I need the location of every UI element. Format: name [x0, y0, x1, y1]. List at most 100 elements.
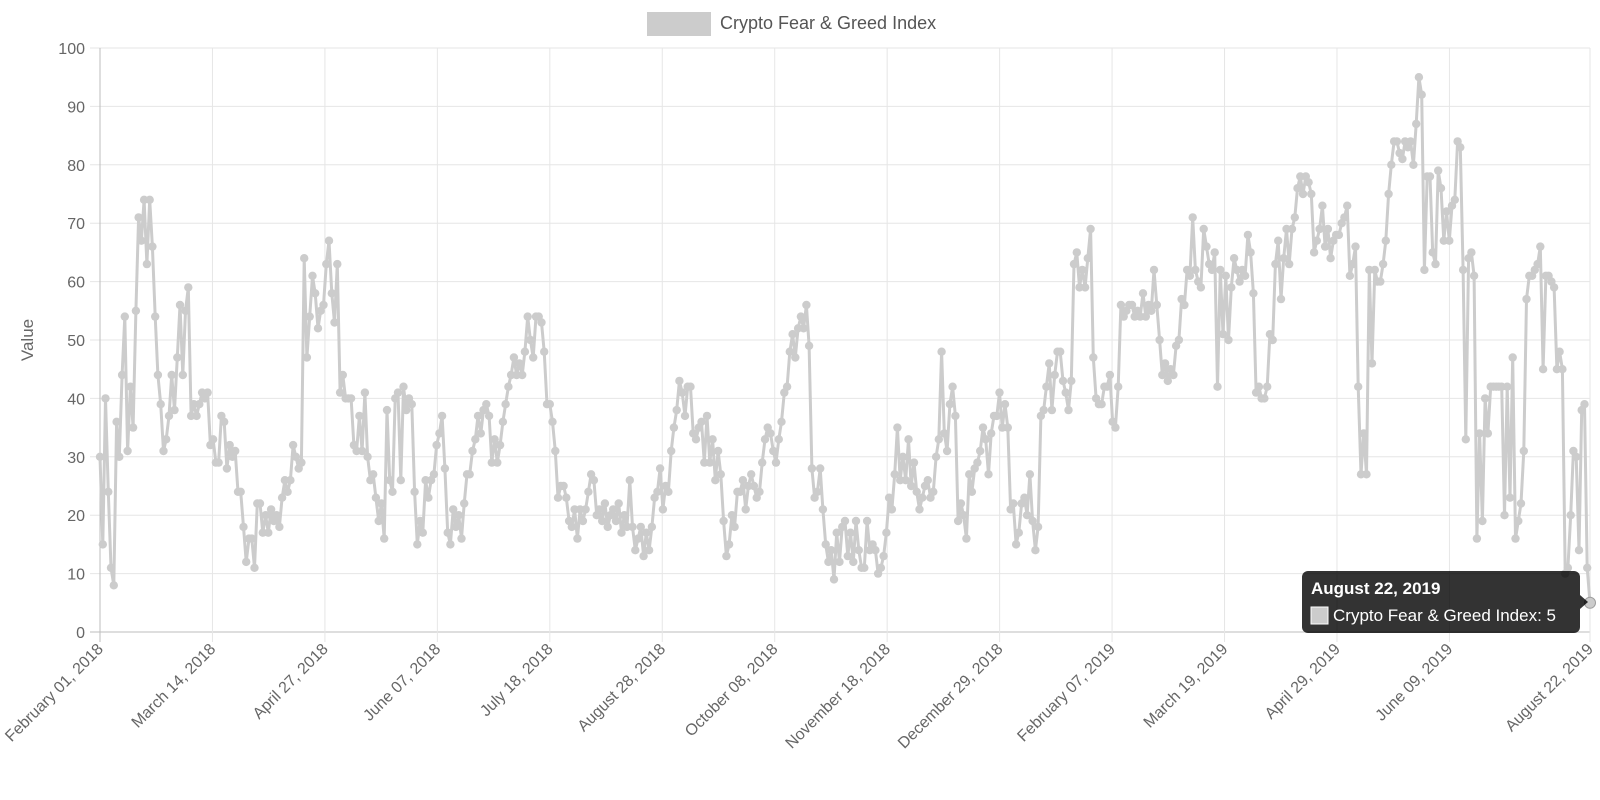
- data-point[interactable]: [537, 318, 546, 327]
- data-point[interactable]: [1089, 353, 1098, 362]
- data-point[interactable]: [658, 505, 668, 514]
- data-point[interactable]: [236, 487, 245, 496]
- data-point[interactable]: [515, 359, 524, 368]
- data-point[interactable]: [929, 487, 938, 496]
- data-point[interactable]: [777, 417, 786, 426]
- data-point[interactable]: [984, 470, 993, 479]
- data-point[interactable]: [471, 435, 480, 444]
- data-point[interactable]: [771, 458, 781, 467]
- data-point[interactable]: [468, 446, 477, 456]
- data-point[interactable]: [225, 440, 234, 450]
- data-point[interactable]: [1020, 493, 1029, 502]
- data-point[interactable]: [1514, 516, 1523, 526]
- data-point[interactable]: [195, 400, 204, 409]
- data-point[interactable]: [402, 405, 411, 415]
- data-point[interactable]: [1376, 277, 1385, 286]
- data-point[interactable]: [495, 440, 505, 450]
- data-point[interactable]: [1191, 265, 1200, 275]
- data-point[interactable]: [827, 546, 836, 555]
- data-point[interactable]: [1334, 230, 1344, 240]
- data-point[interactable]: [724, 540, 734, 549]
- data-point[interactable]: [799, 324, 808, 333]
- data-point[interactable]: [173, 353, 182, 362]
- data-point[interactable]: [360, 388, 370, 397]
- data-point[interactable]: [1249, 289, 1258, 298]
- data-point[interactable]: [1442, 207, 1451, 216]
- data-point[interactable]: [667, 446, 676, 456]
- data-point[interactable]: [978, 423, 988, 432]
- data-point[interactable]: [1011, 540, 1021, 549]
- data-point[interactable]: [435, 429, 444, 438]
- data-point[interactable]: [388, 487, 397, 496]
- legend-label[interactable]: Crypto Fear & Greed Index: [720, 13, 936, 33]
- data-point[interactable]: [291, 452, 301, 461]
- data-point[interactable]: [410, 487, 419, 496]
- data-point[interactable]: [716, 470, 725, 479]
- data-point[interactable]: [540, 347, 549, 356]
- data-point[interactable]: [1014, 528, 1023, 537]
- data-point[interactable]: [1536, 242, 1545, 251]
- data-point[interactable]: [1213, 382, 1222, 391]
- data-point[interactable]: [115, 452, 124, 461]
- data-point[interactable]: [940, 429, 949, 438]
- data-point[interactable]: [1450, 195, 1460, 204]
- data-point[interactable]: [1174, 335, 1184, 345]
- data-point[interactable]: [1436, 184, 1446, 193]
- data-point[interactable]: [1028, 516, 1037, 526]
- data-point[interactable]: [747, 470, 756, 479]
- data-point[interactable]: [1312, 236, 1322, 245]
- data-point[interactable]: [887, 505, 897, 514]
- data-point[interactable]: [934, 435, 943, 444]
- data-point[interactable]: [308, 271, 317, 280]
- data-point[interactable]: [951, 411, 960, 421]
- data-point[interactable]: [909, 458, 919, 467]
- data-point[interactable]: [126, 382, 135, 391]
- data-point[interactable]: [1033, 522, 1043, 532]
- data-point[interactable]: [545, 400, 554, 409]
- data-point[interactable]: [553, 493, 563, 502]
- data-point[interactable]: [523, 312, 532, 321]
- data-point[interactable]: [1268, 335, 1277, 345]
- data-point[interactable]: [680, 411, 690, 421]
- data-point[interactable]: [1315, 224, 1324, 234]
- data-point[interactable]: [1428, 248, 1437, 257]
- data-point[interactable]: [220, 417, 229, 426]
- data-point[interactable]: [1522, 294, 1531, 304]
- data-point[interactable]: [1003, 423, 1012, 432]
- data-point[interactable]: [884, 493, 894, 502]
- data-point[interactable]: [286, 476, 295, 485]
- data-point[interactable]: [705, 458, 714, 467]
- data-point[interactable]: [1240, 271, 1250, 280]
- data-point[interactable]: [713, 446, 723, 456]
- data-point[interactable]: [686, 382, 695, 391]
- data-point[interactable]: [242, 557, 251, 567]
- data-point[interactable]: [628, 522, 637, 532]
- data-point[interactable]: [137, 236, 146, 245]
- data-point[interactable]: [620, 511, 629, 520]
- data-point[interactable]: [529, 353, 538, 362]
- data-point[interactable]: [131, 306, 141, 315]
- data-point[interactable]: [1420, 265, 1429, 275]
- data-point[interactable]: [1138, 289, 1148, 298]
- data-point[interactable]: [1340, 213, 1349, 222]
- data-point[interactable]: [923, 476, 932, 485]
- data-point[interactable]: [918, 493, 927, 502]
- data-point[interactable]: [1516, 499, 1526, 508]
- data-point[interactable]: [363, 452, 372, 461]
- data-point[interactable]: [1381, 236, 1391, 245]
- data-point[interactable]: [669, 423, 679, 432]
- data-point[interactable]: [589, 476, 599, 485]
- data-point[interactable]: [625, 476, 634, 485]
- data-point[interactable]: [264, 528, 273, 537]
- data-point[interactable]: [655, 464, 665, 473]
- data-point[interactable]: [821, 540, 830, 549]
- legend-swatch[interactable]: [647, 12, 711, 36]
- data-point[interactable]: [959, 511, 968, 520]
- data-point[interactable]: [482, 400, 491, 409]
- data-point[interactable]: [1069, 259, 1079, 269]
- data-point[interactable]: [813, 487, 822, 496]
- data-point[interactable]: [1326, 254, 1335, 263]
- data-point[interactable]: [807, 464, 817, 473]
- data-point[interactable]: [1483, 429, 1493, 438]
- data-point[interactable]: [250, 563, 259, 572]
